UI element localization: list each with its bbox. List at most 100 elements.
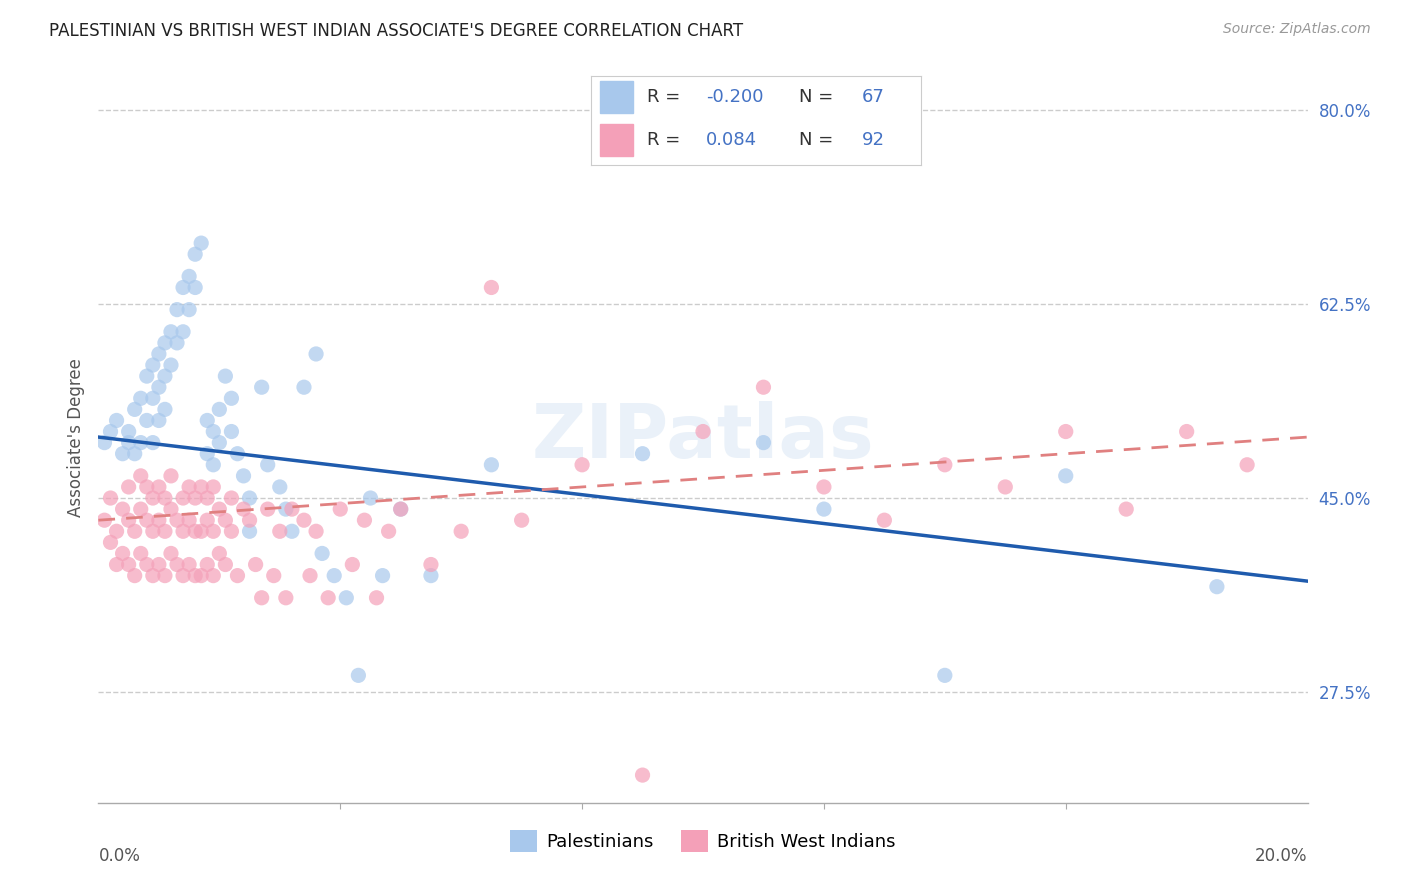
Point bbox=[124, 568, 146, 582]
Point bbox=[202, 568, 225, 582]
Point bbox=[142, 435, 165, 450]
Point bbox=[190, 524, 212, 539]
Point bbox=[274, 591, 297, 605]
Point bbox=[124, 447, 146, 461]
Point bbox=[111, 447, 134, 461]
Point bbox=[172, 491, 194, 505]
Point bbox=[1236, 458, 1258, 472]
Point bbox=[934, 668, 956, 682]
Point bbox=[129, 546, 152, 560]
Point bbox=[366, 591, 388, 605]
Point bbox=[184, 491, 207, 505]
Point bbox=[420, 558, 443, 572]
Point bbox=[142, 392, 165, 406]
Point bbox=[631, 768, 654, 782]
Point bbox=[994, 480, 1017, 494]
Point bbox=[256, 502, 278, 516]
Point bbox=[166, 302, 188, 317]
Point bbox=[239, 491, 262, 505]
Point bbox=[274, 502, 297, 516]
Point bbox=[281, 524, 304, 539]
Point bbox=[166, 558, 188, 572]
Point bbox=[124, 402, 146, 417]
Point bbox=[1206, 580, 1229, 594]
Point bbox=[100, 535, 122, 549]
Point bbox=[208, 502, 231, 516]
Point bbox=[269, 524, 291, 539]
Point bbox=[172, 524, 194, 539]
Point bbox=[377, 524, 399, 539]
Point bbox=[179, 302, 201, 317]
Point bbox=[323, 568, 346, 582]
Point bbox=[190, 236, 212, 251]
Point bbox=[142, 568, 165, 582]
Point bbox=[160, 468, 183, 483]
Point bbox=[135, 480, 157, 494]
Point bbox=[166, 335, 188, 350]
Point bbox=[160, 325, 183, 339]
Point bbox=[160, 502, 183, 516]
Point bbox=[347, 668, 370, 682]
Point bbox=[752, 435, 775, 450]
Point bbox=[129, 435, 152, 450]
Point bbox=[239, 513, 262, 527]
Point bbox=[105, 524, 128, 539]
Point bbox=[129, 502, 152, 516]
Point bbox=[179, 513, 201, 527]
Point bbox=[214, 513, 236, 527]
Point bbox=[100, 425, 122, 439]
Point bbox=[118, 513, 141, 527]
Point bbox=[292, 513, 315, 527]
Point bbox=[571, 458, 593, 472]
Point bbox=[934, 458, 956, 472]
Point bbox=[208, 546, 231, 560]
Point bbox=[305, 524, 328, 539]
Point bbox=[510, 513, 533, 527]
Point bbox=[371, 568, 394, 582]
Point bbox=[190, 568, 212, 582]
Point bbox=[202, 524, 225, 539]
Point bbox=[311, 546, 333, 560]
Point bbox=[316, 591, 339, 605]
Bar bbox=[600, 124, 634, 156]
Point bbox=[481, 458, 503, 472]
Text: N =: N = bbox=[799, 88, 838, 106]
Point bbox=[93, 513, 115, 527]
Point bbox=[153, 491, 176, 505]
Point bbox=[269, 480, 291, 494]
Point bbox=[148, 558, 170, 572]
Bar bbox=[600, 81, 634, 113]
Text: N =: N = bbox=[799, 131, 838, 149]
Point bbox=[118, 435, 141, 450]
Point bbox=[184, 524, 207, 539]
Point bbox=[124, 524, 146, 539]
Point bbox=[135, 369, 157, 384]
Point bbox=[111, 502, 134, 516]
Point bbox=[135, 513, 157, 527]
Point bbox=[250, 380, 273, 394]
Point bbox=[160, 546, 183, 560]
Point bbox=[111, 546, 134, 560]
Point bbox=[184, 247, 207, 261]
Point bbox=[148, 380, 170, 394]
Point bbox=[305, 347, 328, 361]
Point bbox=[299, 568, 322, 582]
Point bbox=[1054, 468, 1077, 483]
Point bbox=[135, 558, 157, 572]
Point bbox=[208, 402, 231, 417]
Point bbox=[179, 558, 201, 572]
Point bbox=[813, 480, 835, 494]
Point bbox=[389, 502, 412, 516]
Point bbox=[100, 491, 122, 505]
Y-axis label: Associate's Degree: Associate's Degree bbox=[66, 358, 84, 516]
Point bbox=[1054, 425, 1077, 439]
Text: 0.0%: 0.0% bbox=[98, 847, 141, 865]
Point bbox=[195, 447, 218, 461]
Point bbox=[190, 480, 212, 494]
Point bbox=[202, 480, 225, 494]
Point bbox=[221, 524, 243, 539]
Point bbox=[93, 435, 115, 450]
Point bbox=[172, 280, 194, 294]
Legend: Palestinians, British West Indians: Palestinians, British West Indians bbox=[503, 823, 903, 860]
Point bbox=[148, 413, 170, 427]
